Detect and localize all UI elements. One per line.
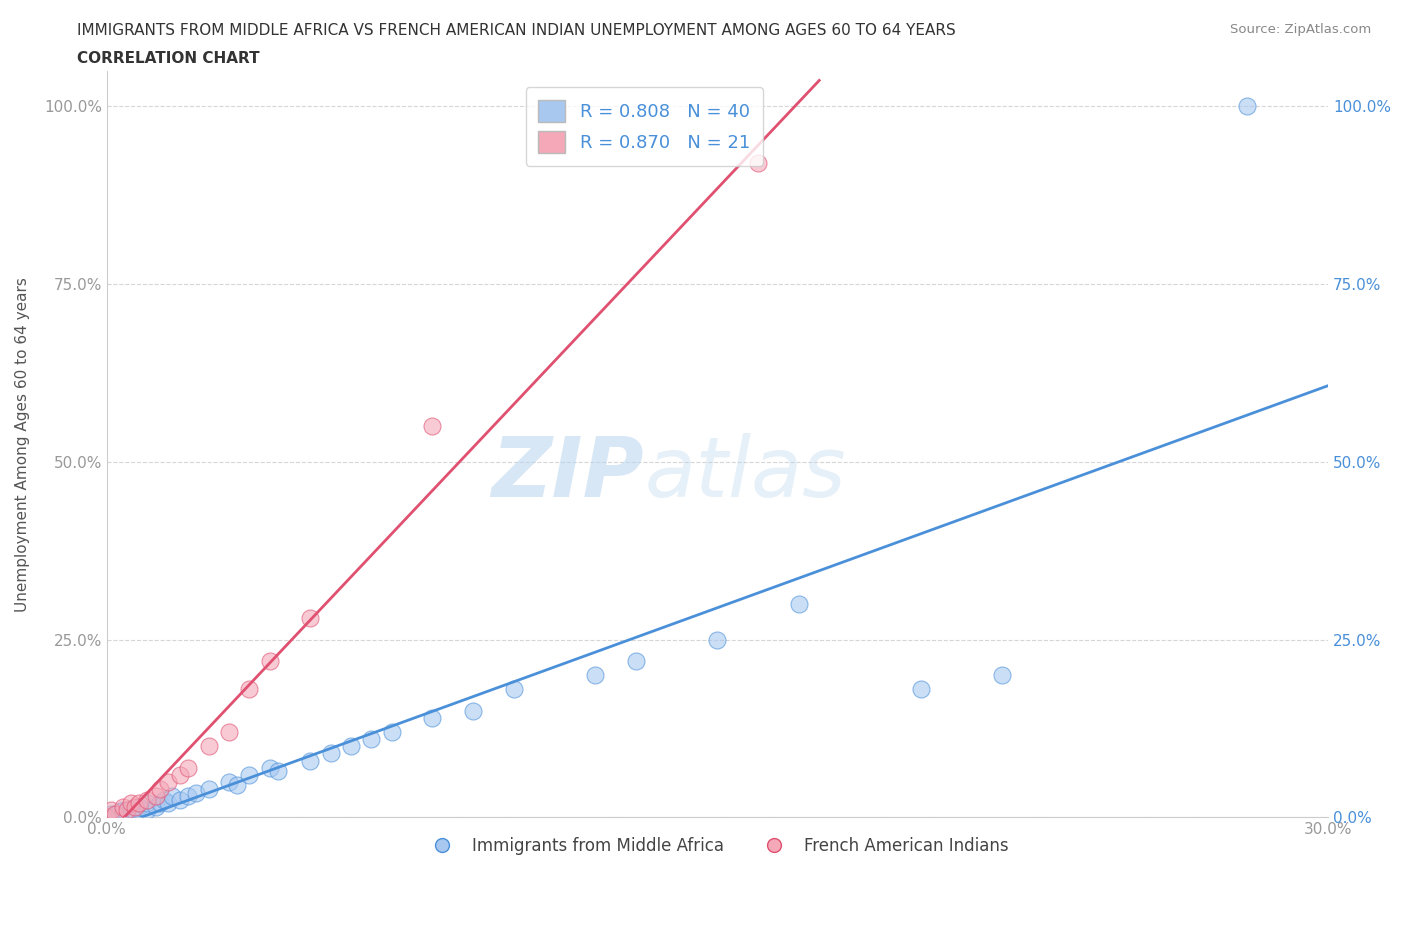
Point (124, 804, 146, 819)
Point (124, 799, 146, 814)
Text: Source: ZipAtlas.com: Source: ZipAtlas.com (1230, 23, 1371, 36)
Point (120, 802, 142, 817)
Point (177, 789, 200, 804)
Point (910, 682, 932, 697)
Text: IMMIGRANTS FROM MIDDLE AFRICA VS FRENCH AMERICAN INDIAN UNEMPLOYMENT AMONG AGES : IMMIGRANTS FROM MIDDLE AFRICA VS FRENCH … (77, 23, 956, 38)
Point (177, 760, 200, 775)
Point (149, 796, 172, 811)
Point (169, 792, 191, 807)
Point (1236, 99, 1258, 113)
Point (624, 654, 647, 669)
Point (197, 738, 219, 753)
Point (136, 803, 159, 817)
Point (136, 796, 159, 811)
Point (152, 792, 174, 807)
Point (706, 632, 728, 647)
Point (120, 796, 142, 811)
Point (112, 803, 135, 817)
Point (156, 796, 179, 811)
Point (787, 597, 810, 612)
Point (502, 682, 524, 697)
Point (218, 724, 240, 739)
Point (160, 789, 183, 804)
Point (218, 775, 240, 790)
Point (128, 796, 150, 811)
Text: CORRELATION CHART: CORRELATION CHART (77, 51, 260, 66)
Point (583, 668, 606, 683)
Point (96, 810, 118, 825)
Point (100, 806, 122, 821)
Point (299, 611, 322, 626)
Point (267, 764, 290, 778)
Point (149, 781, 172, 796)
Point (145, 789, 167, 804)
Legend: Immigrants from Middle Africa, French American Indians: Immigrants from Middle Africa, French Am… (419, 830, 1015, 861)
Point (259, 654, 281, 669)
Point (197, 781, 219, 796)
Point (115, 806, 138, 821)
Point (226, 778, 249, 793)
Point (422, 418, 444, 433)
Point (299, 753, 322, 768)
Point (340, 738, 363, 753)
Point (238, 682, 260, 697)
Point (128, 799, 150, 814)
Point (319, 746, 342, 761)
Point (104, 806, 127, 821)
Point (186, 785, 208, 800)
Y-axis label: Unemployment Among Ages 60 to 64 years: Unemployment Among Ages 60 to 64 years (15, 276, 30, 612)
Point (136, 792, 159, 807)
Point (747, 156, 769, 171)
Point (238, 767, 260, 782)
Point (169, 767, 191, 782)
Point (422, 711, 444, 725)
Point (259, 760, 281, 775)
Point (112, 799, 135, 814)
Point (115, 803, 138, 817)
Point (381, 724, 404, 739)
Point (96, 810, 118, 825)
Point (156, 775, 179, 790)
Text: atlas: atlas (644, 433, 846, 514)
Point (100, 803, 122, 817)
Point (360, 732, 382, 747)
Point (463, 703, 485, 718)
Point (145, 799, 167, 814)
Point (108, 804, 131, 819)
Point (991, 668, 1014, 683)
Text: ZIP: ZIP (492, 433, 644, 514)
Point (104, 808, 127, 823)
